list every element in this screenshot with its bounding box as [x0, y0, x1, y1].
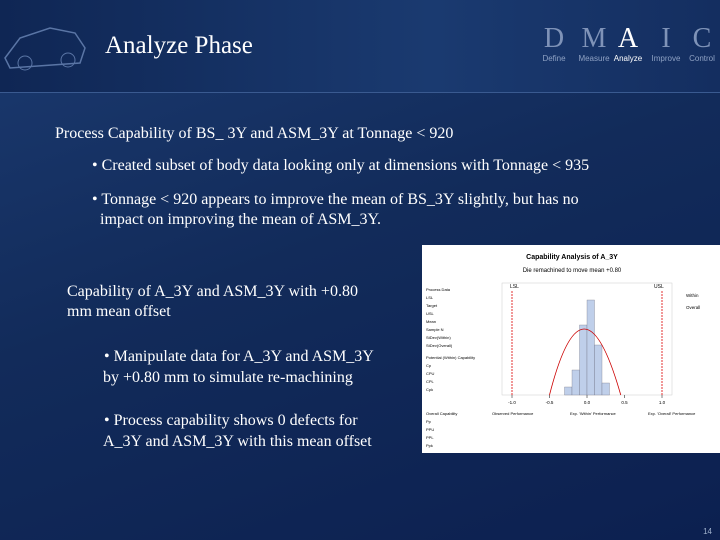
table-title: Observed Performance [492, 411, 534, 416]
phase-label: Measure [578, 54, 610, 63]
table-title: Exp. 'Within' Performance [570, 411, 617, 416]
capability-heading: mm mean offset [67, 303, 171, 320]
figure-title: Capability Analysis of A_3Y [526, 254, 618, 261]
process-data-label: Target [426, 303, 438, 308]
histogram-bar [586, 299, 595, 396]
overall-label: Overall Capability [426, 411, 457, 416]
phase: A Analyze [606, 23, 650, 64]
figure-svg: Capability Analysis of A_3Y Die remachine… [426, 254, 700, 448]
fit-curve [549, 328, 622, 396]
histogram-bar [594, 344, 603, 396]
bullet-line: • Manipulate data for A_3Y and ASM_3Y [104, 348, 374, 365]
phase-letter: A [617, 23, 639, 54]
phase-letter: C [692, 23, 712, 54]
lsl-label: LSL [510, 284, 519, 290]
potential-label: CPU [426, 371, 435, 376]
potential-label: Cp [426, 363, 432, 368]
process-data-label: LSL [426, 295, 434, 300]
histogram-bar [579, 324, 588, 396]
phase: I Improve [644, 23, 688, 64]
x-tick-label: -1.0 [508, 400, 516, 405]
histogram-bar [564, 386, 573, 396]
x-tick-label: 1.0 [659, 400, 666, 405]
legend-label: Overall [686, 305, 700, 310]
car-logo [4, 27, 86, 71]
phase-label: Improve [651, 54, 681, 63]
x-tick-label: 0.0 [584, 400, 591, 405]
overall-label: PPU [426, 427, 434, 432]
process-data-label: Process Data [426, 287, 451, 292]
phase-label: Analyze [613, 54, 643, 63]
histogram-bar [571, 369, 580, 396]
overall-label: PPL [426, 435, 434, 440]
bullet-line: • Tonnage < 920 appears to improve the m… [92, 191, 579, 208]
capability-heading: Capability of A_3Y and ASM_3Y with +0.80 [67, 283, 358, 300]
legend-label: Within [686, 293, 699, 298]
phase-label: Define [542, 54, 566, 63]
bullet-line: A_3Y and ASM_3Y with this mean offset [103, 433, 372, 450]
overall-label: Ppk [426, 443, 433, 448]
phase-letter: M [581, 23, 607, 54]
phase-letter: I [661, 23, 671, 54]
bullet-line: by +0.80 mm to simulate re-machining [103, 369, 353, 386]
table-title: Exp. 'Overall' Performance [648, 411, 696, 416]
potential-label: Potential (Within) Capability [426, 355, 475, 360]
phase-label: Control [689, 54, 715, 63]
overall-label: Pp [426, 419, 432, 424]
process-data-label: StDev(Overall) [426, 343, 453, 348]
bullet-line: • Created subset of body data looking on… [92, 157, 590, 174]
x-tick-label: 0.5 [621, 400, 628, 405]
histogram-bar [601, 382, 610, 396]
figure-subtitle: Die remachined to move mean +0.80 [523, 268, 622, 274]
phase: M Measure [572, 23, 616, 64]
potential-label: Cpk [426, 387, 433, 392]
bullet-line: impact on improving the mean of ASM_3Y. [100, 211, 382, 228]
potential-label: CPL [426, 379, 435, 384]
process-data-label: USL [426, 311, 435, 316]
process-data-label: StDev(Within) [426, 335, 451, 340]
capability-figure: Capability Analysis of A_3Y Die remachine… [422, 245, 720, 453]
phase-letter: D [543, 23, 565, 54]
process-data-label: Sample N [426, 327, 444, 332]
page-number: 14 [703, 527, 712, 536]
header-band: Analyze Phase D Define M Measure A Analyze I Im… [0, 0, 720, 93]
phase: C Control [680, 23, 720, 64]
bullet-line: • Process capability shows 0 defects for [104, 412, 358, 429]
process-data-label: Mean [426, 319, 436, 324]
heading: Process Capability of BS_ 3Y and ASM_3Y … [55, 125, 454, 142]
usl-label: USL [654, 284, 664, 290]
slide-title: Analyze Phase [105, 32, 253, 59]
x-tick-label: -0.5 [546, 400, 554, 405]
phase: D Define [532, 23, 576, 64]
